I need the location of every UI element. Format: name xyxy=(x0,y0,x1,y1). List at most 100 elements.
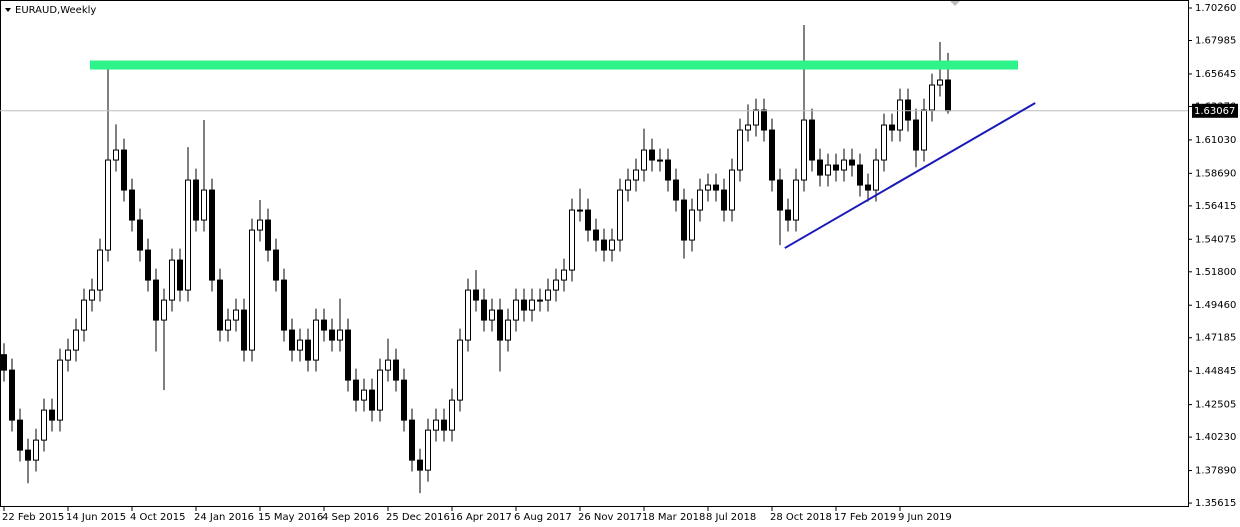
candle-body xyxy=(505,319,511,341)
candle-body xyxy=(121,149,127,191)
candle-body xyxy=(449,399,455,431)
candle-body xyxy=(769,129,775,181)
y-tick-label: 1.42505 xyxy=(1195,400,1236,411)
candle-body xyxy=(1,354,7,371)
candle-body xyxy=(425,429,431,471)
candle-body xyxy=(305,339,311,361)
x-tick-label: 26 Nov 2017 xyxy=(578,512,642,523)
candle-body xyxy=(65,349,71,361)
candle-body xyxy=(929,84,935,111)
x-tick-label: 15 May 2016 xyxy=(258,512,323,523)
candle-body xyxy=(649,149,655,161)
candle-body xyxy=(97,249,103,291)
candle-body xyxy=(681,199,687,241)
candle-body xyxy=(129,189,135,221)
candle-body xyxy=(113,149,119,161)
candle-body xyxy=(161,299,167,321)
y-tick-label: 1.65645 xyxy=(1195,69,1236,80)
candle-body xyxy=(137,219,143,251)
resistance-zone xyxy=(90,60,1018,70)
candle-body xyxy=(409,419,415,461)
candle-body xyxy=(825,164,831,176)
x-tick-label: 6 Aug 2017 xyxy=(514,512,572,523)
x-tick-label: 14 Jun 2015 xyxy=(66,512,126,523)
candle-body xyxy=(377,369,383,411)
candle-body xyxy=(465,289,471,341)
y-tick-label: 1.44845 xyxy=(1195,366,1236,377)
candle-body xyxy=(145,249,151,281)
candle-body xyxy=(9,369,15,421)
candle-body xyxy=(169,259,175,301)
candle-body xyxy=(297,339,303,351)
candle-body xyxy=(321,319,327,331)
candle-body xyxy=(937,79,943,86)
candle-body xyxy=(577,209,583,212)
candle-body xyxy=(689,209,695,241)
candle-body xyxy=(417,459,423,471)
candle-body xyxy=(241,309,247,351)
x-tick-label: 9 Jun 2019 xyxy=(898,512,952,523)
candle-body xyxy=(865,184,871,191)
candle-body xyxy=(561,269,567,281)
y-tick-label: 1.54075 xyxy=(1195,234,1236,245)
candle-body xyxy=(625,179,631,191)
candle-body xyxy=(401,379,407,421)
candle-body xyxy=(361,389,367,401)
candle-body xyxy=(713,184,719,191)
shift-marker xyxy=(950,1,960,6)
candle-body xyxy=(617,189,623,241)
candle-body xyxy=(201,189,207,221)
x-tick-label: 16 Apr 2017 xyxy=(450,512,512,523)
x-tick-label: 17 Feb 2019 xyxy=(834,512,896,523)
candle-body xyxy=(57,359,63,421)
candle-body xyxy=(177,259,183,291)
candle-body xyxy=(857,164,863,186)
candle-body xyxy=(329,329,335,341)
candle-body xyxy=(337,329,343,341)
candle-body xyxy=(193,179,199,221)
candle-body xyxy=(225,319,231,331)
candle-body xyxy=(217,279,223,331)
current-price-box xyxy=(1192,103,1238,118)
candle-body xyxy=(657,159,663,162)
candle-body xyxy=(881,124,887,161)
candle-body xyxy=(585,209,591,231)
menu-arrow[interactable] xyxy=(5,8,11,12)
x-tick-label: 4 Oct 2015 xyxy=(130,512,185,523)
candle-body xyxy=(745,124,751,131)
y-tick-label: 1.67985 xyxy=(1195,36,1236,47)
y-tick-label: 1.56415 xyxy=(1195,201,1236,212)
candle-body xyxy=(273,249,279,281)
candle-body xyxy=(785,209,791,221)
candle-body xyxy=(737,129,743,171)
candle-body xyxy=(521,299,527,311)
candle-body xyxy=(673,179,679,201)
candle-body xyxy=(761,109,767,131)
candle-body xyxy=(593,229,599,241)
candle-body xyxy=(705,184,711,191)
candle-body xyxy=(353,379,359,401)
candle-body xyxy=(513,299,519,321)
candle-body xyxy=(385,359,391,371)
candle-body xyxy=(289,329,295,351)
candle-body xyxy=(537,299,543,302)
candle-body xyxy=(849,159,855,166)
y-tick-label: 1.58690 xyxy=(1195,168,1236,179)
candle-body xyxy=(697,189,703,211)
x-tick-label: 22 Feb 2015 xyxy=(2,512,64,523)
candle-body xyxy=(529,299,535,311)
y-tick-label: 1.37890 xyxy=(1195,466,1236,477)
candle-body xyxy=(545,289,551,301)
candle-body xyxy=(833,164,839,171)
candle-body xyxy=(905,99,911,121)
y-tick-label: 1.47185 xyxy=(1195,333,1236,344)
candle-body xyxy=(665,159,671,181)
candle-body xyxy=(633,169,639,181)
chart-title: EURAUD,Weekly xyxy=(15,5,96,16)
candle-body xyxy=(265,219,271,251)
candle-body xyxy=(609,239,615,251)
candle-body xyxy=(801,119,807,181)
y-tick-label: 1.61030 xyxy=(1195,135,1236,146)
candle-body xyxy=(105,159,111,251)
